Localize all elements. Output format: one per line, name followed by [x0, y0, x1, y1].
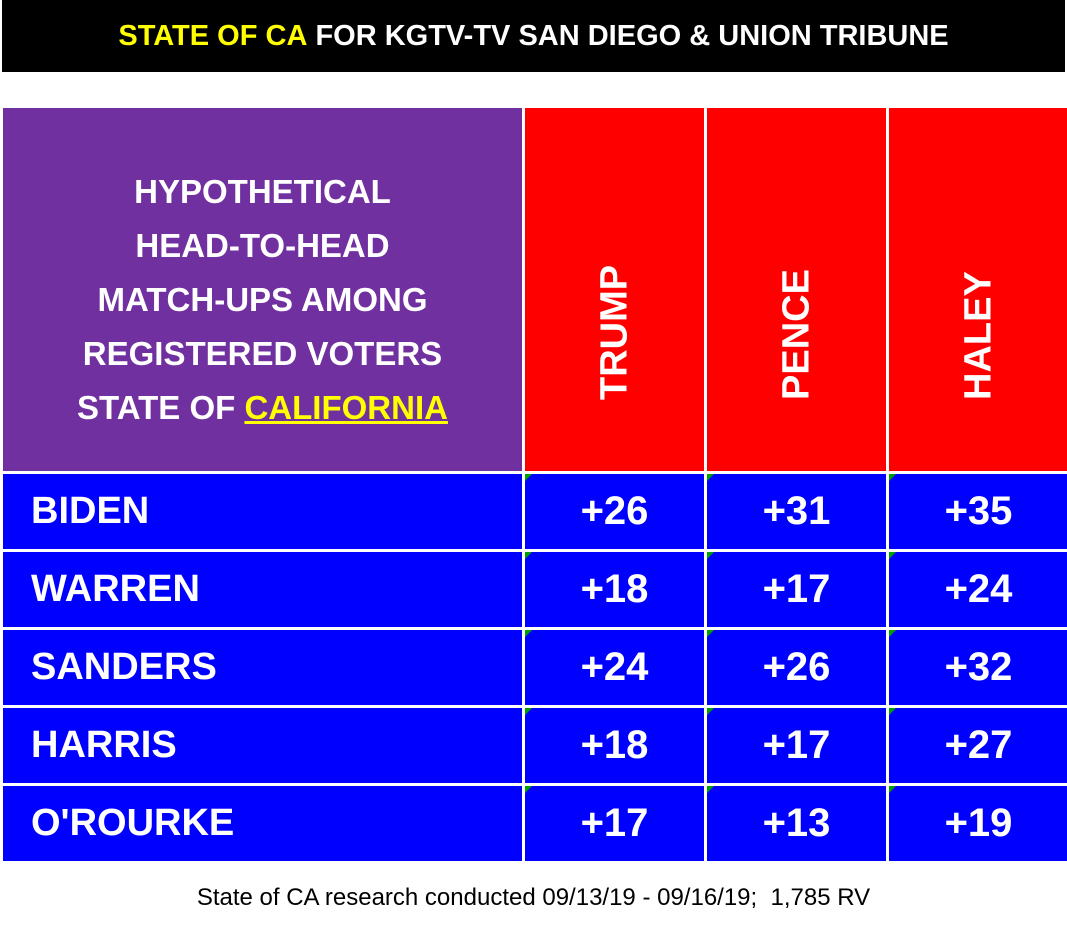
- margin-cell: +17: [707, 552, 886, 627]
- column-label: TRUMP: [593, 264, 635, 400]
- row-label: O'ROURKE: [3, 786, 522, 861]
- margin-cell: +13: [707, 786, 886, 861]
- column-header: PENCE: [707, 108, 886, 471]
- corner-highlight: CALIFORNIA: [244, 389, 448, 426]
- title-text: FOR KGTV-TV SAN DIEGO & UNION TRIBUNE: [307, 19, 949, 52]
- row-label: BIDEN: [3, 474, 522, 549]
- margin-cell: +24: [889, 552, 1067, 627]
- margin-cell: +18: [525, 708, 704, 783]
- row-label: WARREN: [3, 552, 522, 627]
- title-highlight: STATE OF CA: [118, 19, 308, 52]
- margin-cell: +18: [525, 552, 704, 627]
- margin-cell: +32: [889, 630, 1067, 705]
- margin-cell: +35: [889, 474, 1067, 549]
- column-header: HALEY: [889, 108, 1067, 471]
- column-label: HALEY: [957, 271, 999, 400]
- corner-line: HEAD-TO-HEAD: [135, 227, 390, 264]
- margin-cell: +17: [707, 708, 886, 783]
- corner-line: STATE OF CALIFORNIA: [3, 381, 522, 435]
- margin-cell: +17: [525, 786, 704, 861]
- row-label: HARRIS: [3, 708, 522, 783]
- margin-cell: +26: [525, 474, 704, 549]
- corner-line: REGISTERED VOTERS: [82, 335, 443, 372]
- column-label: PENCE: [775, 269, 817, 400]
- margin-cell: +24: [525, 630, 704, 705]
- corner-line: MATCH-UPS AMONG: [97, 281, 428, 318]
- margin-cell: +26: [707, 630, 886, 705]
- corner-cell: HYPOTHETICAL HEAD-TO-HEAD MATCH-UPS AMONG R…: [3, 108, 522, 471]
- corner-line: HYPOTHETICAL: [134, 173, 391, 210]
- row-label: SANDERS: [3, 630, 522, 705]
- margin-cell: +19: [889, 786, 1067, 861]
- column-header: TRUMP: [525, 108, 704, 471]
- title-bar: STATE OF CA FOR KGTV-TV SAN DIEGO & UNIO…: [2, 0, 1065, 72]
- corner-prefix: STATE OF: [77, 389, 245, 426]
- margin-cell: +31: [707, 474, 886, 549]
- margin-cell: +27: [889, 708, 1067, 783]
- footer-note: State of CA research conducted 09/13/19 …: [196, 884, 871, 911]
